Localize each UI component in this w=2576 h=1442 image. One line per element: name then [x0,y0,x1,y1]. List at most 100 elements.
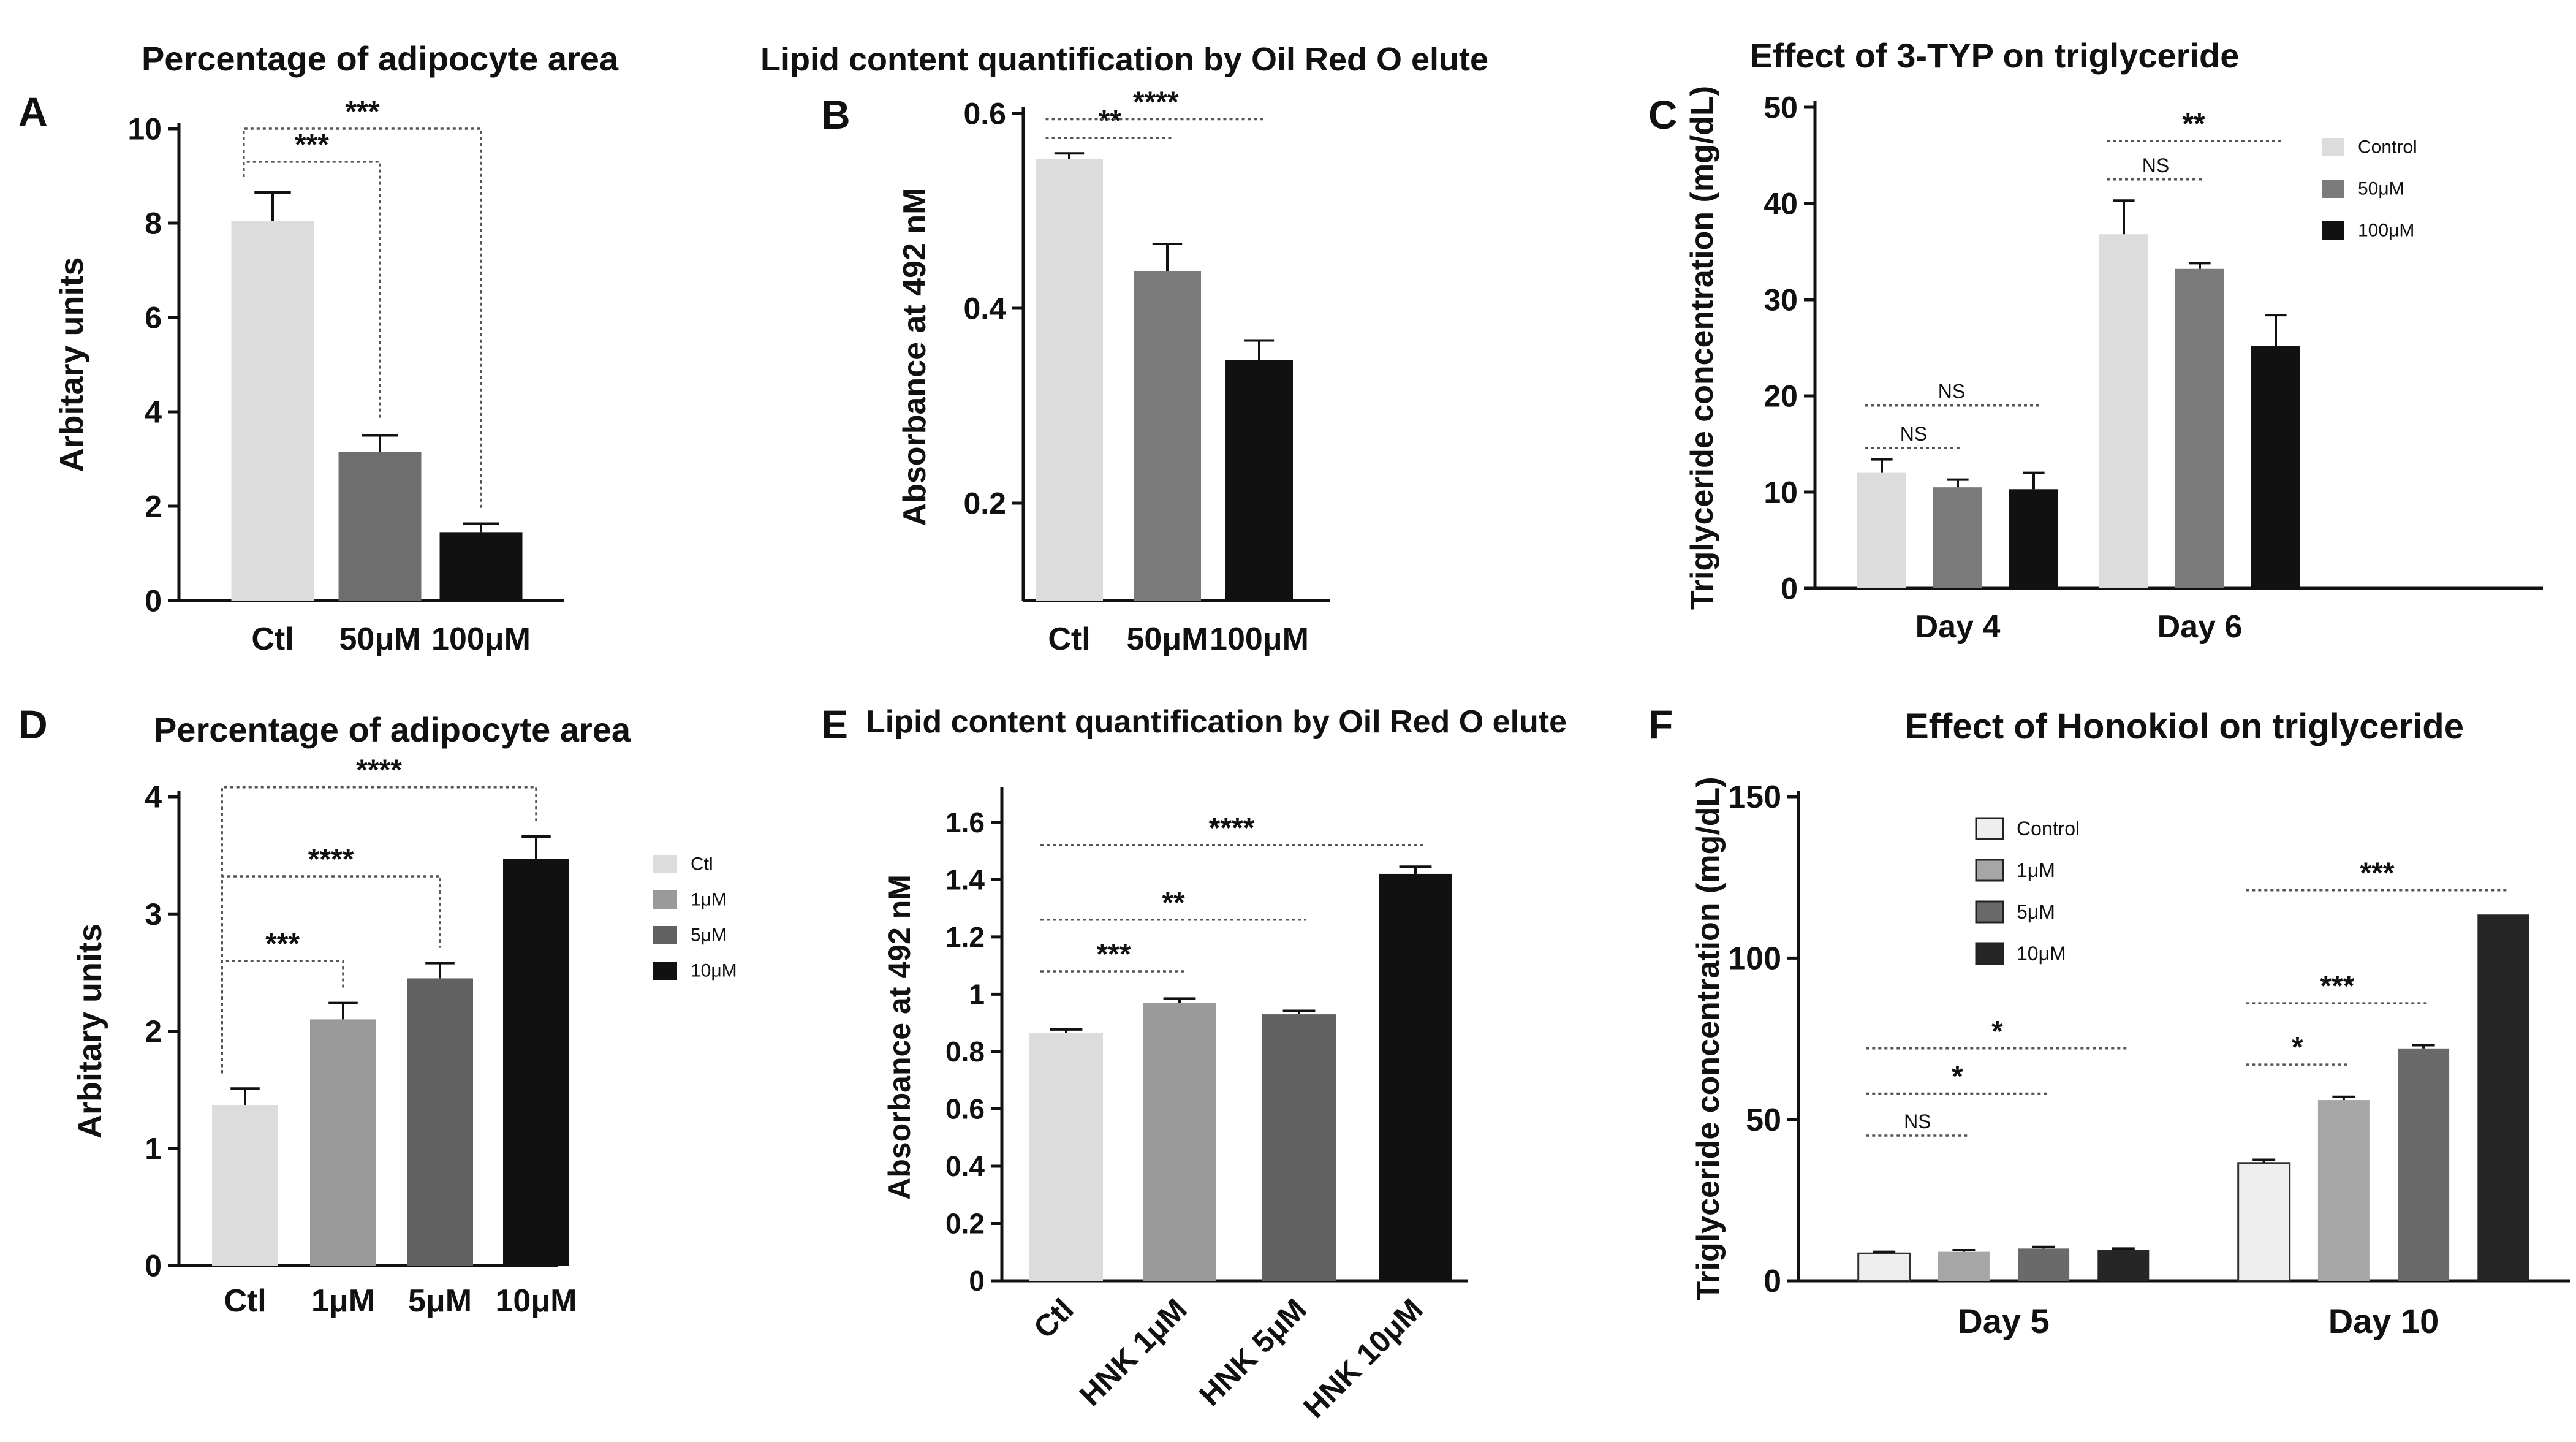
significance-label: *** [265,928,300,960]
significance-label: *** [2360,857,2394,890]
y-axis-label: Arbitary units [53,257,90,472]
significance-label: ** [1099,105,1122,137]
legend-swatch [653,890,677,909]
bar [1036,159,1103,601]
chart-title: Percentage of adipocyte area [154,710,631,749]
panel-letter: B [821,92,850,137]
x-tick-label: 10μM [496,1283,577,1319]
bar-1μm [1938,1251,1990,1281]
legend-label: Ctl [691,854,713,875]
y-tick-label: 4 [145,780,162,814]
legend-swatch [653,962,677,980]
x-tick-label: 100μM [1210,621,1309,657]
bar-5μm [2398,1048,2450,1281]
legend-label: 1μM [691,890,727,910]
y-tick-label: 0.4 [945,1150,985,1182]
y-tick-label: 6 [145,301,162,335]
significance-label: NS [2142,154,2169,176]
y-axis-label: Absorbance at 492 nM [897,188,933,526]
bar-100μm [2251,346,2300,588]
bar [1262,1014,1336,1281]
y-tick-label: 2 [145,490,162,524]
panel-a: A Percentage of adipocyte area Arbitary un… [18,39,619,657]
legend-label: Control [2017,818,2080,840]
legend-swatch [653,855,677,873]
y-axis-label: Absorbance at 492 nM [882,875,917,1200]
bar [407,978,473,1266]
significance-label: **** [1209,812,1255,844]
bar [212,1104,278,1266]
bar [1379,873,1452,1281]
y-axis-label: Triglyceride concentration (mg/dL) [1691,776,1726,1300]
bar [1134,271,1201,601]
y-tick-label: 0 [145,1249,162,1283]
y-axis-label: Triglyceride concentration (mg/dL) [1684,86,1720,610]
significance-label: *** [345,96,379,128]
significance-label: ** [1162,887,1185,919]
significance-label: NS [1900,423,1927,445]
bar-control [2099,234,2148,588]
bar [338,452,422,601]
y-tick-label: 0 [969,1265,985,1297]
y-tick-label: 0.2 [945,1208,985,1240]
panel-b: B Lipid content quantification by Oil Red… [760,41,1488,657]
bar [503,859,569,1266]
legend-swatch [2322,180,2344,198]
significance-label: *** [295,129,329,161]
y-tick-label: 50 [1763,91,1798,125]
y-tick-label: 20 [1763,379,1798,414]
legend-swatch [653,926,677,944]
significance-label: * [1991,1015,2003,1048]
panel-d: D Percentage of adipocyte area Arbitary un… [18,702,737,1319]
panel-letter: E [821,702,848,747]
y-tick-label: 100 [1728,941,1781,977]
y-axis-label: Arbitary units [72,924,108,1139]
panel-letter: D [18,702,48,747]
bar-control [1857,472,1906,588]
significance-label: **** [308,843,354,876]
x-tick-label: 50μM [339,621,421,657]
legend-label: 100μM [2358,221,2414,241]
significance-bracket [243,127,482,509]
legend-label: Control [2358,137,2417,157]
y-tick-label: 0.8 [945,1036,985,1068]
y-tick-label: 10 [1763,476,1798,510]
bar [1225,360,1293,601]
bar-100μm [2009,489,2058,588]
x-tick-label: Day 10 [2328,1302,2439,1340]
significance-label: ** [2182,108,2205,140]
legend-swatch [1975,942,2004,965]
legend-swatch [1975,900,2004,924]
bar-50μm [1933,487,1982,588]
significance-label: NS [1938,381,1965,403]
y-tick-label: 0.4 [963,292,1006,326]
y-tick-label: 150 [1728,780,1781,815]
legend-swatch [1975,817,2004,840]
y-tick-label: 0.6 [963,97,1006,131]
legend-label: 5μM [691,925,727,946]
legend-swatch [2322,221,2344,240]
bar [1029,1033,1103,1281]
x-tick-label: Ctl [224,1283,266,1319]
panel-c: C Effect of 3-TYP on triglyceride Triglyce… [1648,36,2543,645]
x-tick-label: Day 5 [1958,1302,2049,1340]
significance-label: NS [1904,1110,1931,1133]
y-tick-label: 0.2 [963,487,1006,521]
bar-50μm [2175,268,2224,588]
y-tick-label: 30 [1763,283,1798,317]
x-tick-label: 50μM [1127,621,1208,657]
legend-swatch [1975,859,2004,882]
y-tick-label: 1.4 [945,863,985,895]
bar-control [2237,1162,2291,1282]
bar-10μm [2097,1250,2150,1281]
significance-label: *** [1096,938,1131,971]
y-tick-label: 10 [127,112,162,146]
y-tick-label: 1.2 [945,921,985,953]
y-tick-label: 1 [969,978,985,1010]
x-tick-label: 5μM [408,1283,472,1319]
legend-label: 5μM [2017,901,2055,923]
x-tick-label: Day 6 [2157,609,2243,645]
x-tick-label: Ctl [1048,621,1090,657]
y-tick-label: 50 [1746,1102,1781,1138]
panel-letter: C [1648,92,1678,137]
